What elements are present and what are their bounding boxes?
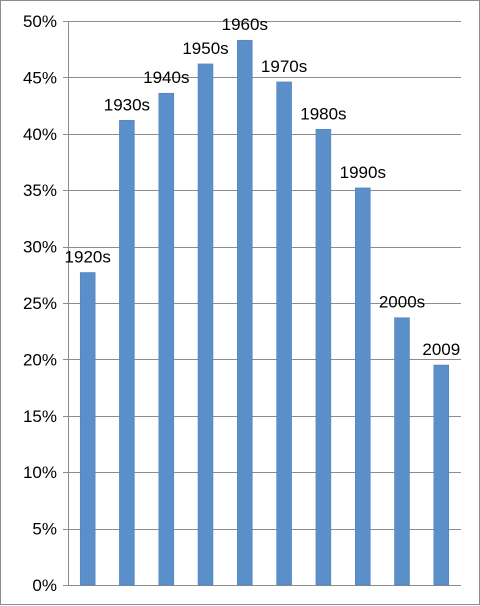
y-tick-label: 15% [23,407,57,426]
y-tick-label: 35% [23,181,57,200]
bar-1940s [158,92,175,586]
data-label-1970s: 1970s [261,57,307,76]
y-tick-label: 10% [23,463,57,482]
axes [63,21,461,586]
data-label-1990s: 1990s [340,163,386,182]
bar-1970s [276,81,292,586]
bar-1960s [237,39,253,586]
y-tick-label: 25% [23,294,57,313]
y-tick-label: 50% [23,12,57,31]
y-axis-tick-labels: 0% 5% 10% 15% 20% 25% 30% 35% 40% 45% 50% [23,12,57,595]
data-label-1930s: 1930s [104,95,150,114]
bar-1920s [79,272,96,586]
data-label-1920s: 1920s [65,248,111,267]
data-label-2000s: 2000s [379,293,425,312]
y-tick-label: 20% [23,350,57,369]
bar-1950s [197,63,214,586]
bar-1930s [119,120,135,586]
y-tick-label: 45% [23,68,57,87]
y-tick-label: 0% [32,576,57,595]
y-tick-label: 30% [23,238,57,257]
y-tick-label: 40% [23,125,57,144]
data-label-2009: 2009 [422,340,460,359]
bar-2000s [394,317,410,586]
data-label-1960s: 1960s [222,15,268,34]
y-tick-label: 5% [32,520,57,539]
bar-2009 [433,364,450,586]
bar-1980s [315,129,332,586]
bar-data-labels: 1920s 1930s 1940s 1950s 1960s 1970s 1980s 1990s… [65,15,461,359]
data-label-1950s: 1950s [182,39,228,58]
data-label-1980s: 1980s [300,104,346,123]
bar-1990s [355,187,371,586]
bars [79,39,450,586]
data-label-1940s: 1940s [143,68,189,87]
